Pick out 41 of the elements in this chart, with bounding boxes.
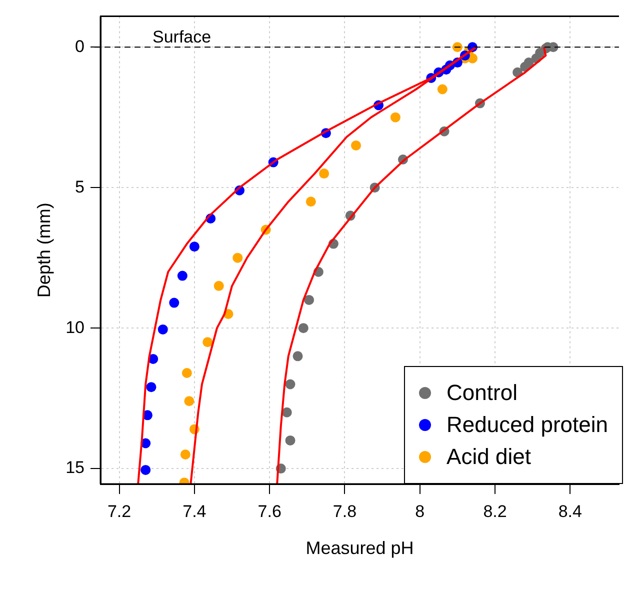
point [158,324,168,334]
x-tick-label: 8.2 [483,502,507,521]
point [184,396,194,406]
y-tick-label: 15 [66,458,85,478]
point [177,270,188,281]
x-tick-label: 8 [415,502,425,521]
point [298,323,308,334]
point [214,280,224,291]
point [169,298,180,308]
point [282,407,292,418]
point [304,294,314,305]
y-tick-label: 0 [75,36,85,56]
point [351,140,361,150]
legend-label: Reduced protein [446,411,608,439]
x-tick-label: 7.6 [258,502,282,521]
point [319,168,330,179]
point [285,379,296,390]
y-axis-title: Depth (mm) [34,202,54,298]
legend-label: Acid diet [446,443,531,471]
point [232,252,243,263]
point [452,42,462,52]
point [390,112,400,122]
x-tick-label: 7.8 [332,502,357,521]
x-tick-label: 8.4 [558,502,582,521]
point [140,464,151,475]
legend-label: Control [446,379,518,407]
point [306,196,316,207]
point [437,84,448,94]
x-axis-title: Measured pH [306,538,414,558]
y-tick-label: 5 [75,177,85,196]
point [180,450,190,460]
point [202,337,213,348]
x-tick-label: 7.2 [107,502,132,521]
x-tick-label: 7.4 [182,502,206,521]
point [189,242,200,252]
point [285,435,296,446]
y-tick-label: 10 [66,318,85,337]
point [182,368,192,378]
point [146,382,156,392]
point [292,351,303,362]
ref-line-label: Surface [152,27,212,46]
